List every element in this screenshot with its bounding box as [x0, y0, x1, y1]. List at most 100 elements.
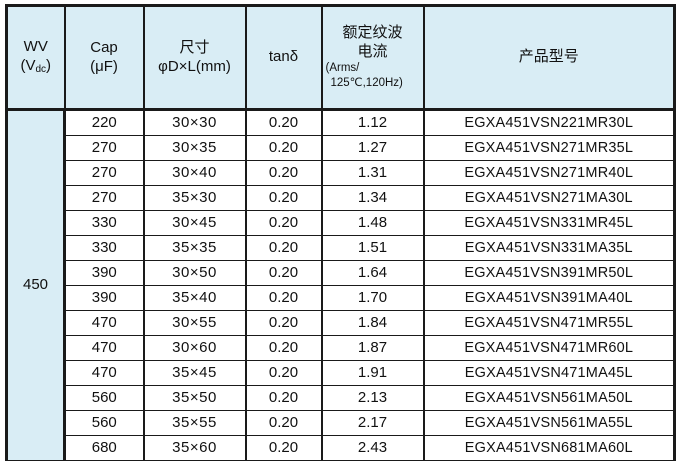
- table-row: 450 220 30×30 0.20 1.12 EGXA451VSN221MR30L: [5, 109, 676, 461]
- header-cap-line1: Cap: [90, 38, 118, 56]
- cap-cell: 270: [63, 185, 145, 211]
- cap-cell: 270: [63, 135, 145, 161]
- header-row: WV (Vdc) Cap (μF) 尺寸 φD×L(mm) tanδ 额定纹波 …: [5, 4, 676, 111]
- header-ripple-line1: 额定纹波: [342, 23, 403, 41]
- cap-cell: 390: [63, 260, 145, 286]
- model-cell: EGXA451VSN271MA30L: [422, 185, 676, 211]
- cap-cell: 470: [63, 335, 145, 361]
- header-size: 尺寸 φD×L(mm): [142, 4, 247, 111]
- tand-cell: 0.20: [244, 285, 323, 311]
- ripple-cell: 2.17: [320, 410, 425, 436]
- ripple-cell: 1.64: [320, 260, 425, 286]
- ripple-cell: 1.91: [320, 360, 425, 386]
- size-cell: 35×30: [142, 185, 247, 211]
- ripple-cell: 1.12: [320, 109, 425, 136]
- ripple-cell: 2.43: [320, 435, 425, 461]
- cap-cell: 470: [63, 360, 145, 386]
- table-row: 270 30×40 0.20 1.31 EGXA451VSN271MR40L: [7, 160, 676, 186]
- size-cell: 35×45: [142, 360, 247, 386]
- model-cell: EGXA451VSN221MR30L: [422, 109, 676, 136]
- tand-cell: 0.20: [244, 109, 323, 136]
- header-tand-line1: tanδ: [268, 48, 299, 66]
- tand-cell: 0.20: [244, 335, 323, 361]
- header-size-line1: 尺寸: [179, 38, 210, 56]
- header-wv: WV (Vdc): [5, 4, 66, 111]
- tand-cell: 0.20: [244, 435, 323, 461]
- table-row: 330 30×45 0.20 1.48 EGXA451VSN331MR45L: [7, 210, 676, 236]
- header-ripple-current: 额定纹波 电流 (Arms/ 125℃,120Hz): [320, 4, 425, 111]
- tand-cell: 0.20: [244, 210, 323, 236]
- tand-cell: 0.20: [244, 235, 323, 261]
- size-cell: 35×50: [142, 385, 247, 411]
- size-cell: 35×60: [142, 435, 247, 461]
- header-model: 产品型号: [422, 4, 676, 111]
- model-cell: EGXA451VSN681MA60L: [422, 435, 676, 461]
- model-cell: EGXA451VSN561MA50L: [422, 385, 676, 411]
- table-row: 470 35×45 0.20 1.91 EGXA451VSN471MA45L: [7, 360, 676, 386]
- model-cell: EGXA451VSN271MR40L: [422, 160, 676, 186]
- cap-cell: 330: [63, 235, 145, 261]
- size-cell: 30×55: [142, 310, 247, 336]
- model-cell: EGXA451VSN561MA55L: [422, 410, 676, 436]
- header-size-line2: φD×L(mm): [158, 57, 231, 75]
- header-tand: tanδ: [244, 4, 323, 111]
- ripple-cell: 1.87: [320, 335, 425, 361]
- cap-cell: 560: [63, 410, 145, 436]
- table-row: 470 30×60 0.20 1.87 EGXA451VSN471MR60L: [7, 335, 676, 361]
- tand-cell: 0.20: [244, 160, 323, 186]
- cap-cell: 330: [63, 210, 145, 236]
- wv-value-cell: 450: [5, 109, 66, 461]
- table-row: 270 30×35 0.20 1.27 EGXA451VSN271MR35L: [7, 135, 676, 161]
- size-cell: 30×60: [142, 335, 247, 361]
- table-row: 560 35×55 0.20 2.17 EGXA451VSN561MA55L: [7, 410, 676, 436]
- table-row: 680 35×60 0.20 2.43 EGXA451VSN681MA60L: [7, 435, 676, 461]
- table-row: 330 35×35 0.20 1.51 EGXA451VSN331MA35L: [7, 235, 676, 261]
- table-row: 390 30×50 0.20 1.64 EGXA451VSN391MR50L: [7, 260, 676, 286]
- cap-cell: 680: [63, 435, 145, 461]
- tand-cell: 0.20: [244, 185, 323, 211]
- header-wv-line1: WV: [23, 38, 48, 56]
- model-cell: EGXA451VSN271MR35L: [422, 135, 676, 161]
- ripple-cell: 2.13: [320, 385, 425, 411]
- model-cell: EGXA451VSN471MR55L: [422, 310, 676, 336]
- header-ripple-line4: 125℃,120Hz): [330, 77, 403, 90]
- model-cell: EGXA451VSN471MR60L: [422, 335, 676, 361]
- table-row: 560 35×50 0.20 2.13 EGXA451VSN561MA50L: [7, 385, 676, 411]
- tand-cell: 0.20: [244, 385, 323, 411]
- size-cell: 35×35: [142, 235, 247, 261]
- size-cell: 30×30: [142, 109, 247, 136]
- ripple-cell: 1.48: [320, 210, 425, 236]
- model-cell: EGXA451VSN471MA45L: [422, 360, 676, 386]
- tand-cell: 0.20: [244, 410, 323, 436]
- header-cap: Cap (μF): [63, 4, 145, 111]
- header-ripple-line3: (Arms/: [325, 62, 360, 75]
- model-cell: EGXA451VSN331MA35L: [422, 235, 676, 261]
- model-cell: EGXA451VSN391MR50L: [422, 260, 676, 286]
- size-cell: 35×55: [142, 410, 247, 436]
- header-wv-line2: (Vdc): [20, 57, 52, 76]
- size-cell: 30×40: [142, 160, 247, 186]
- header-cap-line2: (μF): [90, 57, 118, 75]
- size-cell: 30×50: [142, 260, 247, 286]
- header-ripple-line2: 电流: [357, 42, 388, 60]
- table-header: WV (Vdc) Cap (μF) 尺寸 φD×L(mm) tanδ 额定纹波 …: [5, 4, 676, 111]
- capacitor-spec-table: WV (Vdc) Cap (μF) 尺寸 φD×L(mm) tanδ 额定纹波 …: [5, 4, 676, 461]
- cap-cell: 390: [63, 285, 145, 311]
- tand-cell: 0.20: [244, 135, 323, 161]
- cap-cell: 270: [63, 160, 145, 186]
- cap-cell: 470: [63, 310, 145, 336]
- ripple-cell: 1.27: [320, 135, 425, 161]
- table-row: 390 35×40 0.20 1.70 EGXA451VSN391MA40L: [7, 285, 676, 311]
- tand-cell: 0.20: [244, 360, 323, 386]
- table-body: 450 220 30×30 0.20 1.12 EGXA451VSN221MR30L 270…: [5, 109, 676, 461]
- model-cell: EGXA451VSN331MR45L: [422, 210, 676, 236]
- ripple-cell: 1.34: [320, 185, 425, 211]
- table-row: 270 35×30 0.20 1.34 EGXA451VSN271MA30L: [7, 185, 676, 211]
- ripple-cell: 1.51: [320, 235, 425, 261]
- cap-cell: 220: [63, 109, 145, 136]
- tand-cell: 0.20: [244, 260, 323, 286]
- size-cell: 35×40: [142, 285, 247, 311]
- size-cell: 30×45: [142, 210, 247, 236]
- model-cell: EGXA451VSN391MA40L: [422, 285, 676, 311]
